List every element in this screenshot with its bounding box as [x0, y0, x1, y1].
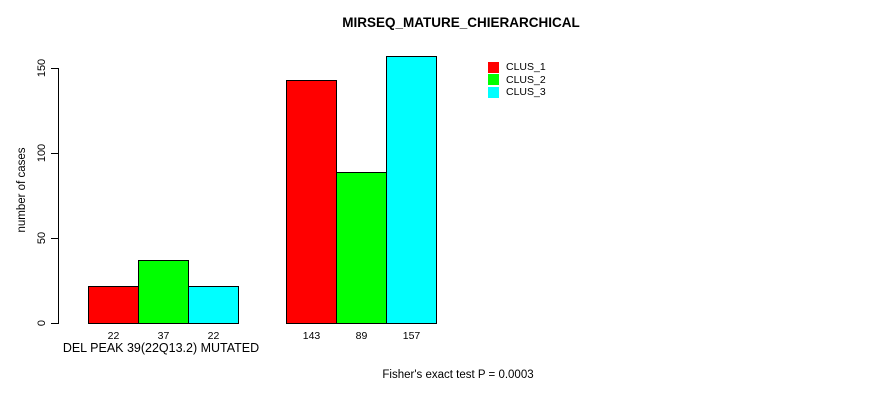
bar-value-label: 143 [302, 330, 321, 342]
legend-swatch-icon [488, 74, 499, 86]
bar-clus_1-group1 [88, 285, 139, 324]
bar-clus_3-group1 [188, 285, 239, 324]
y-axis-tick-label: 50 [36, 231, 48, 245]
legend-swatch-icon [488, 86, 499, 98]
legend-label: CLUS_2 [506, 73, 546, 86]
legend-item-clus_1: CLUS_1 [488, 61, 546, 74]
bar-clus_1-group2 [286, 79, 337, 324]
y-axis-line [58, 68, 59, 324]
bar-clus_2-group1 [138, 260, 189, 324]
bar-clus_2-group2 [336, 171, 387, 324]
legend-label: CLUS_3 [506, 86, 546, 99]
legend-swatch-icon [488, 61, 499, 73]
bar-value-label: 89 [355, 330, 368, 342]
bar-value-label: 37 [157, 330, 170, 342]
y-axis-tick [51, 68, 58, 69]
y-axis-tick-label: 150 [36, 58, 48, 78]
legend: CLUS_1 CLUS_2 CLUS_3 [488, 61, 546, 99]
y-axis-tick-label: 0 [36, 319, 48, 327]
x-axis-label: DEL PEAK 39(22Q13.2) MUTATED [62, 341, 260, 355]
bar-value-label: 157 [402, 330, 421, 342]
bar-value-label: 22 [107, 330, 120, 342]
legend-item-clus_3: CLUS_3 [488, 86, 546, 99]
y-axis-tick [51, 153, 58, 154]
legend-label: CLUS_1 [506, 61, 546, 74]
y-axis-tick [51, 238, 58, 239]
bar-value-label: 22 [207, 330, 220, 342]
y-axis-tick-label: 100 [36, 143, 48, 163]
bar-clus_3-group2 [386, 56, 437, 324]
y-axis-tick [51, 323, 58, 324]
annotation-text: Fisher's exact test P = 0.0003 [382, 369, 534, 381]
y-axis-label: number of cases [16, 147, 28, 233]
chart-title: MIRSEQ_MATURE_CHIERARCHICAL [342, 15, 580, 30]
legend-item-clus_2: CLUS_2 [488, 74, 546, 87]
